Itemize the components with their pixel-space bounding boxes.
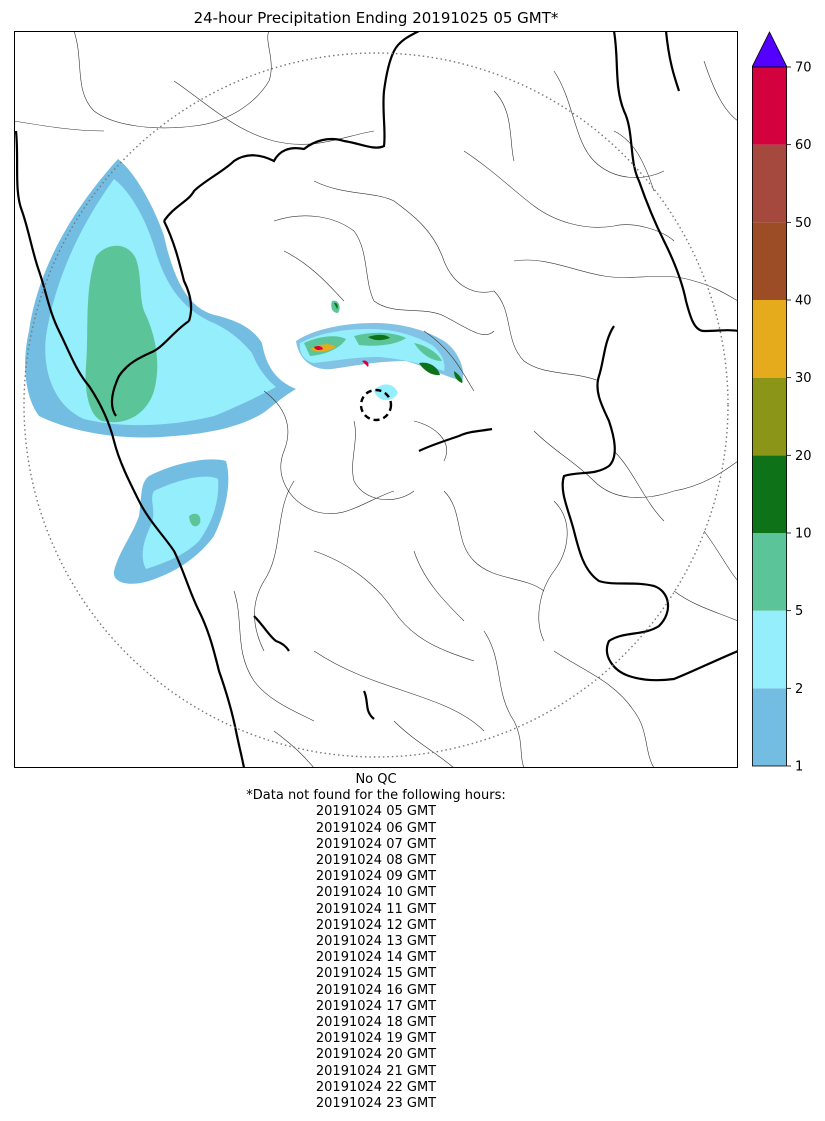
precipitation-map: [14, 31, 738, 768]
missing-data-header: *Data not found for the following hours:: [246, 788, 506, 804]
colorbar-tick-label: 50: [795, 216, 812, 231]
qc-status: No QC: [355, 772, 397, 787]
colorbar-tick-label: 2: [795, 682, 803, 697]
colorbar-segment: [752, 300, 787, 378]
colorbar-segment: [752, 377, 787, 456]
missing-hour-item: 20191024 17 GMT: [315, 998, 437, 1014]
colorbar-segment: [752, 222, 787, 300]
precip-south-cluster: [113, 459, 229, 584]
colorbar-tick-label: 5: [795, 604, 803, 619]
missing-hour-item: 20191024 05 GMT: [315, 804, 437, 820]
colorbar-extend-arrow: [751, 31, 788, 68]
precip-coastal-band: [25, 159, 296, 438]
map-title: 24-hour Precipitation Ending 20191025 05…: [193, 9, 559, 27]
colorbar-segment: [752, 688, 787, 766]
missing-hour-item: 20191024 15 GMT: [315, 966, 437, 982]
colorbar-tick-label: 60: [795, 138, 812, 153]
missing-hour-item: 20191024 20 GMT: [315, 1047, 437, 1063]
missing-hour-item: 20191024 12 GMT: [315, 917, 437, 933]
missing-hour-item: 20191024 13 GMT: [315, 934, 437, 950]
colorbar-segment: [752, 144, 787, 223]
missing-hour-item: 20191024 06 GMT: [315, 820, 437, 836]
missing-hours-list: 20191024 05 GMT 20191024 06 GMT 20191024 0…: [14, 804, 738, 1112]
district-boundaries: [14, 31, 738, 768]
missing-hour-item: 20191024 10 GMT: [315, 885, 437, 901]
missing-hour-item: 20191024 23 GMT: [315, 1096, 437, 1112]
map-notes: No QC *Data not found for the following …: [14, 772, 738, 1112]
colorbar-tick-label: 20: [795, 449, 812, 464]
missing-hour-item: 20191024 09 GMT: [315, 869, 437, 885]
colorbar-tick-label: 30: [795, 371, 812, 386]
colorbar-segment: [752, 67, 787, 145]
colorbar-segment: [752, 455, 787, 533]
missing-hour-item: 20191024 08 GMT: [315, 853, 437, 869]
colorbar-tick-label: 1: [795, 760, 803, 775]
missing-hour-item: 20191024 16 GMT: [315, 982, 437, 998]
precip-colorbar: 1 2 5 10 20 30 40 50 60 70: [751, 30, 822, 775]
state-boundaries: [14, 31, 738, 768]
colorbar-segment: [752, 533, 787, 611]
colorbar-tick-label: 70: [795, 61, 812, 76]
missing-hour-item: 20191024 07 GMT: [315, 836, 437, 852]
missing-hour-item: 20191024 19 GMT: [315, 1031, 437, 1047]
colorbar-segment: [752, 610, 787, 689]
missing-hour-item: 20191024 21 GMT: [315, 1063, 437, 1079]
missing-hour-item: 20191024 18 GMT: [315, 1015, 437, 1031]
radar-range-ring: [23, 52, 729, 758]
missing-hour-item: 20191024 11 GMT: [315, 901, 437, 917]
colorbar-tick-label: 10: [795, 527, 812, 542]
radar-site-marker: [359, 388, 393, 422]
colorbar-tick-label: 40: [795, 294, 812, 309]
missing-hour-item: 20191024 14 GMT: [315, 950, 437, 966]
precip-central-streaks: [296, 300, 464, 401]
missing-hour-item: 20191024 22 GMT: [315, 1079, 437, 1095]
